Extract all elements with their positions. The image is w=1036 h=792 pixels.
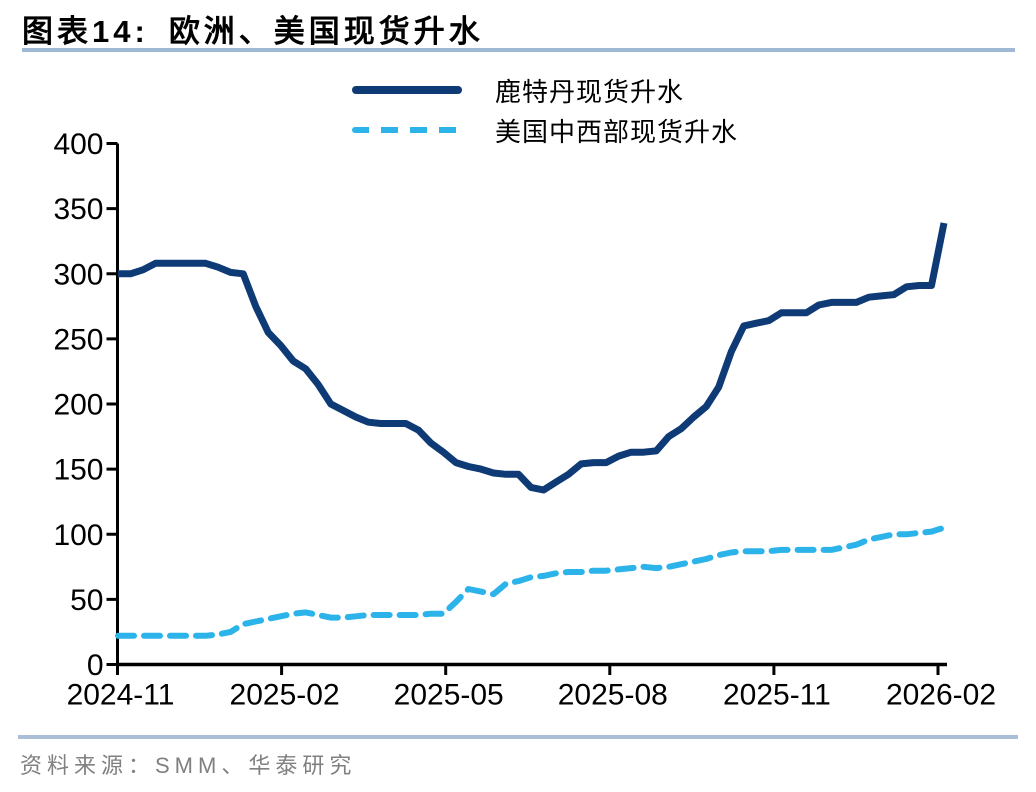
x-tick-label: 2025-05 <box>394 679 504 712</box>
legend-item-midwest: 美国中西部现货升水 <box>352 110 738 150</box>
legend-label-rotterdam: 鹿特丹现货升水 <box>495 76 685 107</box>
x-tick-label: 2025-08 <box>558 679 668 712</box>
y-tick-label: 50 <box>70 584 103 617</box>
y-tick-label: 0 <box>87 649 104 682</box>
figure-number: 图表14: <box>22 14 149 49</box>
y-tick-label: 100 <box>53 519 103 552</box>
title-underline <box>22 48 1015 52</box>
legend-label-midwest: 美国中西部现货升水 <box>495 116 739 147</box>
footer-divider <box>18 735 1018 739</box>
x-tick-label: 2025-11 <box>723 679 831 712</box>
chart-legend: 鹿特丹现货升水 美国中西部现货升水 <box>352 70 738 150</box>
source-note: 资料来源：SMM、华泰研究 <box>20 753 357 778</box>
y-tick-label: 300 <box>53 258 103 291</box>
x-tick-label: 2026-02 <box>886 679 996 712</box>
y-tick-label: 250 <box>53 323 103 356</box>
x-tick-label: 2025-02 <box>230 679 340 712</box>
series-rotterdam-line <box>118 222 948 494</box>
y-tick-label: 400 <box>53 128 103 161</box>
legend-solid-line-icon <box>352 86 462 94</box>
figure-title: 图表14: 欧洲、美国现货升水 <box>22 6 484 51</box>
legend-item-rotterdam: 鹿特丹现货升水 <box>352 70 738 110</box>
y-tick-label: 200 <box>53 389 103 422</box>
x-tick-label: 2024-11 <box>67 679 175 712</box>
y-tick-label: 350 <box>53 193 103 226</box>
y-tick-label: 150 <box>53 454 103 487</box>
legend-dashed-line-icon <box>352 127 462 133</box>
series-midwest-line <box>115 524 947 639</box>
page-title: 欧洲、美国现货升水 <box>168 14 484 49</box>
